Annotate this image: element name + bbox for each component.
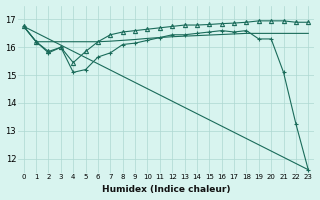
X-axis label: Humidex (Indice chaleur): Humidex (Indice chaleur) xyxy=(102,185,230,194)
